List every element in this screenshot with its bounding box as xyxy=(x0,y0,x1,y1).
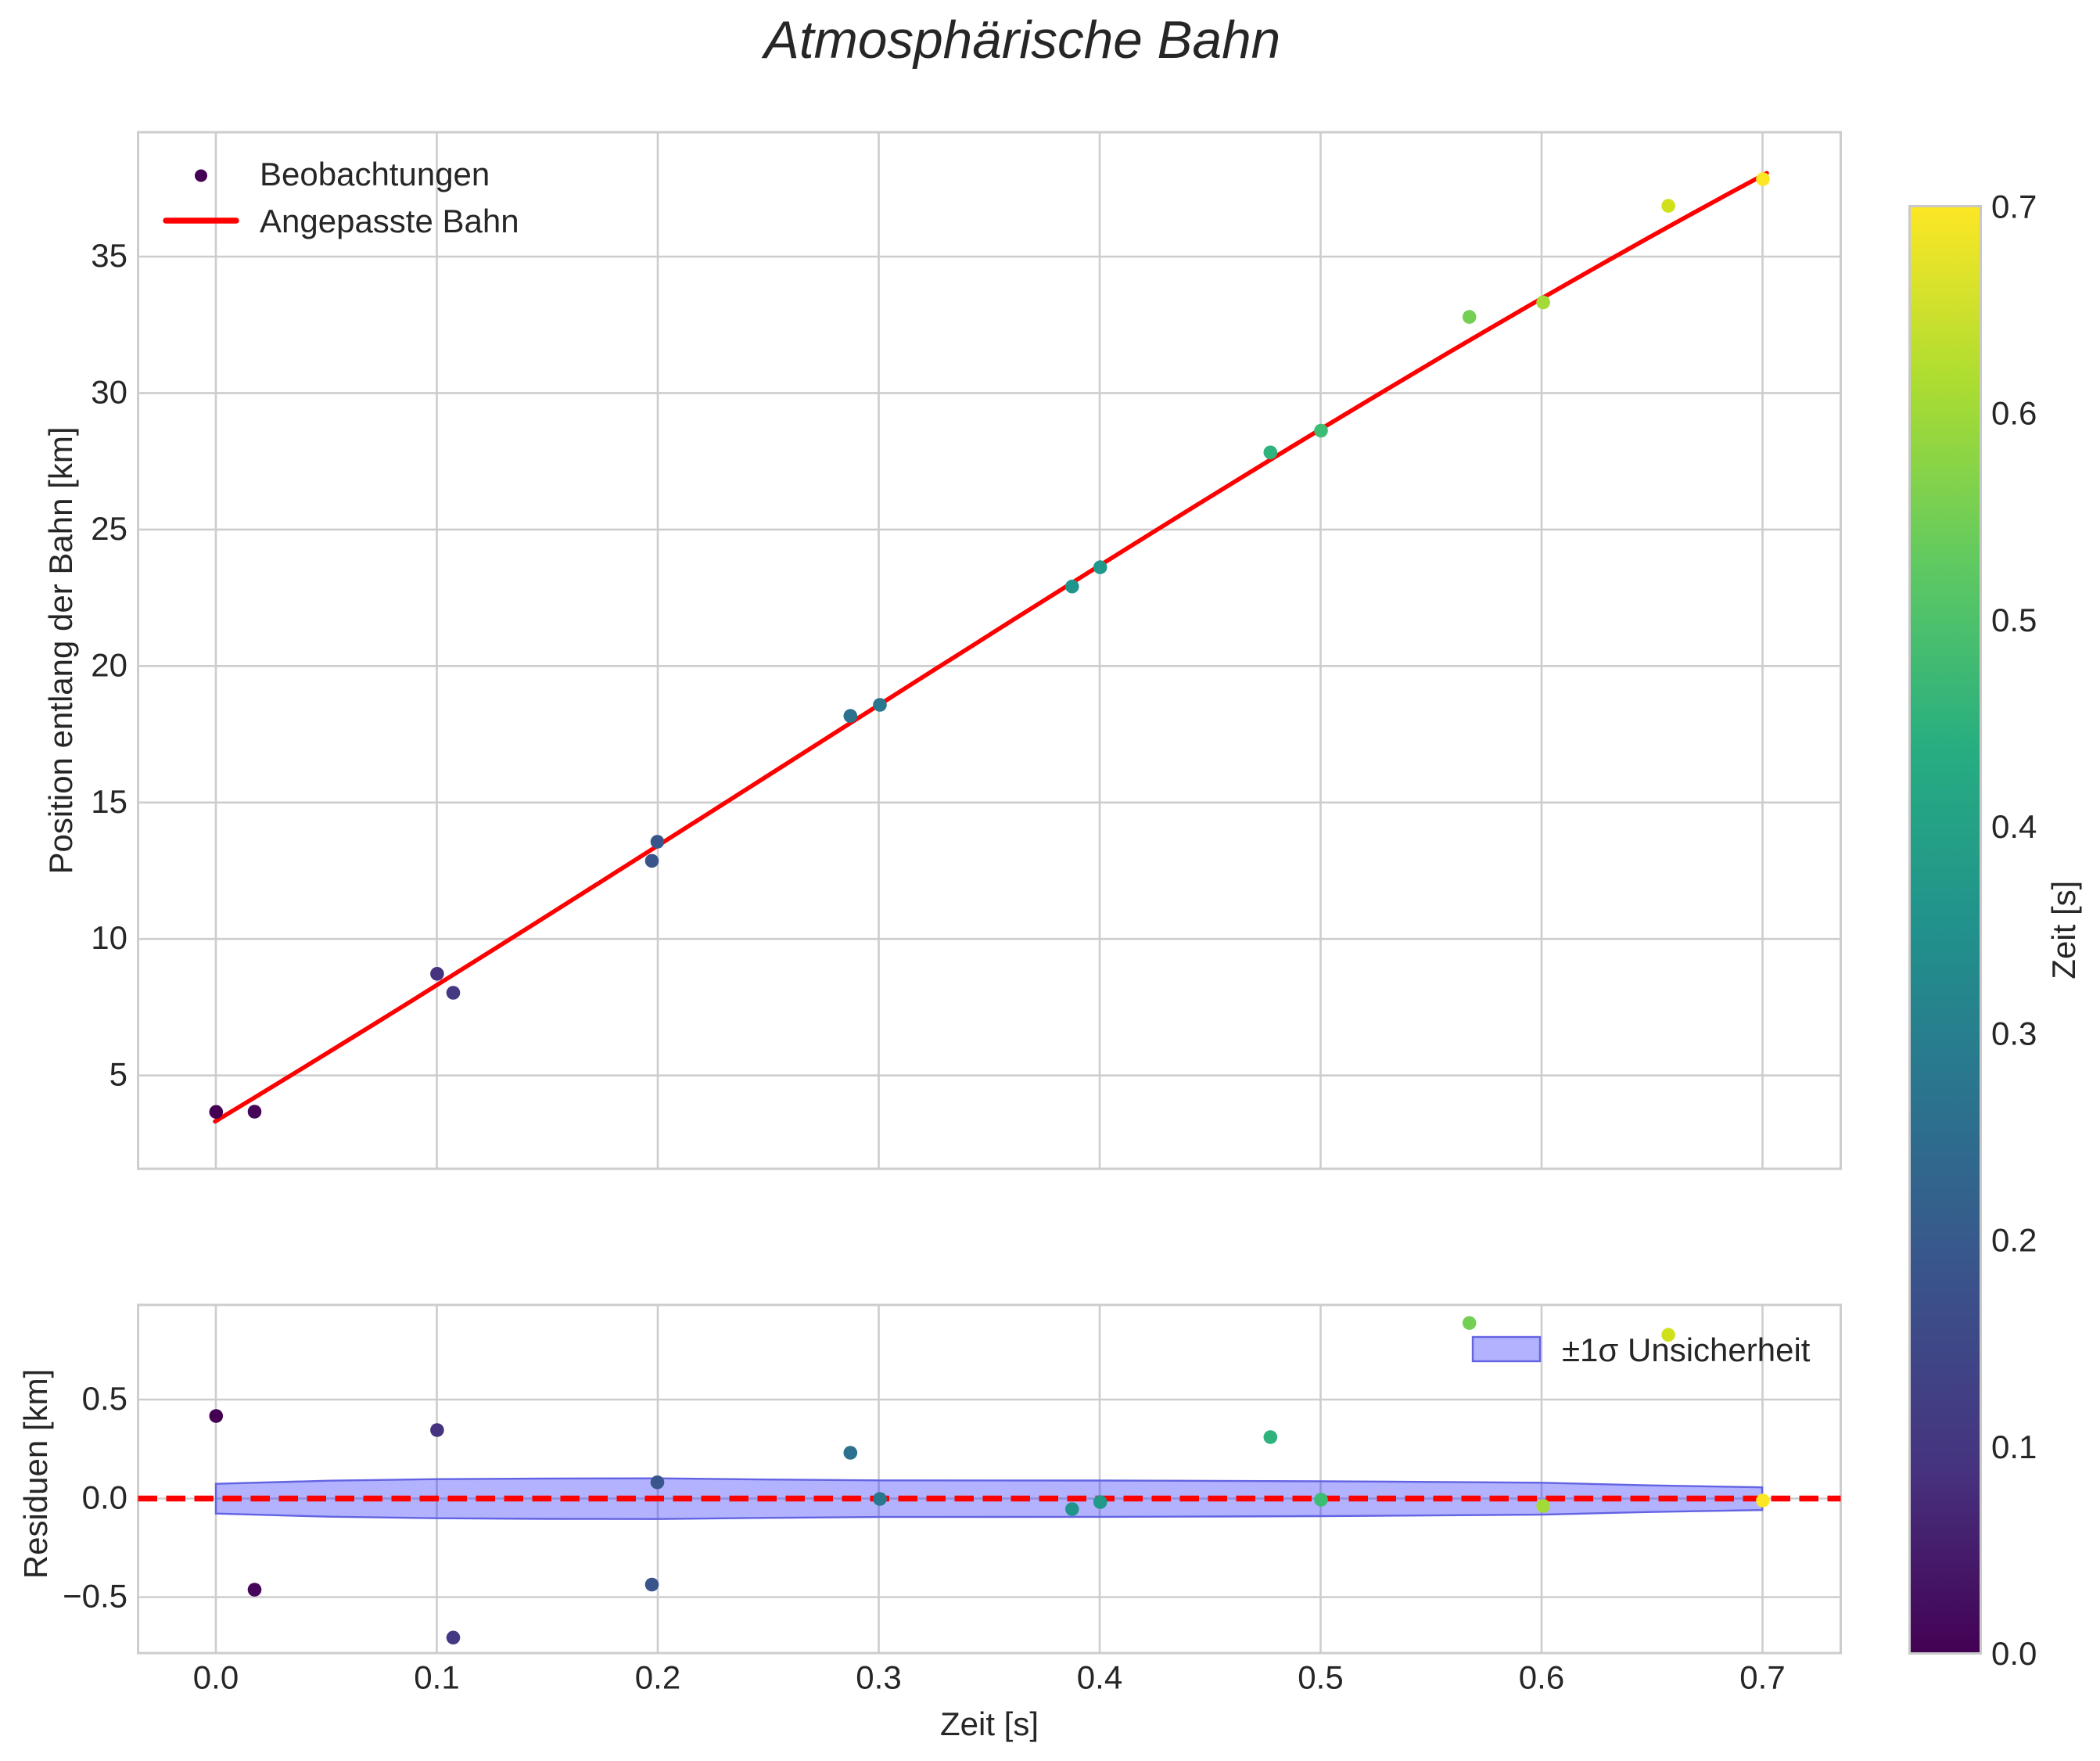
svg-text:0.2: 0.2 xyxy=(1991,1222,2037,1259)
svg-text:0.0: 0.0 xyxy=(1991,1635,2037,1672)
svg-text:Angepasste Bahn: Angepasste Bahn xyxy=(260,203,519,239)
svg-text:15: 15 xyxy=(91,783,127,820)
svg-text:−0.5: −0.5 xyxy=(63,1578,127,1615)
svg-text:0.4: 0.4 xyxy=(1077,1659,1122,1696)
svg-text:5: 5 xyxy=(109,1056,127,1093)
svg-text:Zeit [s]: Zeit [s] xyxy=(940,1705,1039,1742)
svg-text:0.6: 0.6 xyxy=(1991,395,2037,432)
svg-text:10: 10 xyxy=(91,919,127,956)
svg-text:0.7: 0.7 xyxy=(1991,188,2037,225)
svg-text:0.5: 0.5 xyxy=(1298,1659,1343,1696)
svg-text:Beobachtungen: Beobachtungen xyxy=(260,156,490,192)
svg-text:0.3: 0.3 xyxy=(1991,1015,2037,1051)
svg-text:±1σ Unsicherheit: ±1σ Unsicherheit xyxy=(1562,1332,1811,1368)
svg-text:25: 25 xyxy=(91,510,127,547)
svg-text:Zeit [s]: Zeit [s] xyxy=(2045,881,2082,979)
svg-text:0.7: 0.7 xyxy=(1739,1659,1785,1696)
svg-text:35: 35 xyxy=(91,237,127,274)
svg-text:0.0: 0.0 xyxy=(82,1479,127,1516)
svg-text:30: 30 xyxy=(91,374,127,411)
svg-text:Position entlang der Bahn [km]: Position entlang der Bahn [km] xyxy=(42,426,79,874)
svg-text:Atmosphärische Bahn: Atmosphärische Bahn xyxy=(761,11,1280,70)
svg-text:0.5: 0.5 xyxy=(82,1380,127,1417)
svg-text:0.1: 0.1 xyxy=(414,1659,459,1696)
svg-text:0.1: 0.1 xyxy=(1991,1429,2037,1465)
svg-text:0.3: 0.3 xyxy=(856,1659,901,1696)
svg-text:0.4: 0.4 xyxy=(1991,808,2037,845)
svg-text:0.0: 0.0 xyxy=(193,1659,239,1696)
svg-text:0.2: 0.2 xyxy=(635,1659,680,1696)
svg-text:0.6: 0.6 xyxy=(1519,1659,1564,1696)
svg-text:0.5: 0.5 xyxy=(1991,602,2037,638)
svg-text:Residuen [km]: Residuen [km] xyxy=(17,1369,54,1579)
svg-text:20: 20 xyxy=(91,646,127,683)
